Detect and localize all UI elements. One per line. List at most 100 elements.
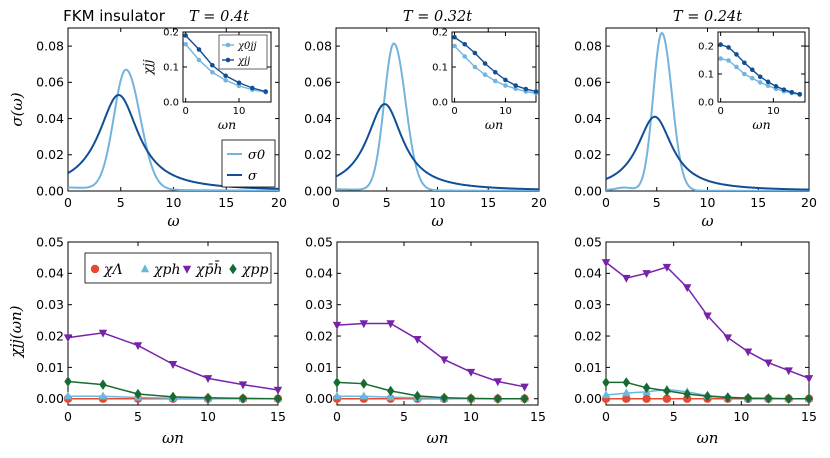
panel-top-1-inset-point (263, 89, 268, 94)
panel-top-1-title-math: T = 0.4t (189, 9, 249, 25)
panel-bottom-3-point-triangle-up (622, 388, 631, 397)
panel-top-1-inset-xtick-label: 0 (182, 106, 188, 117)
panel-bottom-2-point-triangle-up (359, 391, 368, 400)
panel-bottom-1-xtick-label: 15 (270, 409, 286, 424)
panel-top-1-inset-point (210, 69, 215, 75)
panel-top-3-inset-ytick-label: 0.0 (698, 98, 714, 109)
panel-bottom-2-point-diamond (413, 390, 422, 402)
panel-top-1-ytick-label: 0.00 (36, 183, 64, 198)
panel-top-1-inset-point (236, 83, 242, 89)
panel-bottom-2-line-triangle-down (337, 322, 525, 388)
panel-bottom-3-point-triangle-down (743, 348, 753, 357)
panel-bottom-2-xtick-label: 10 (463, 409, 479, 424)
panel-bottom-2-point-diamond (386, 385, 395, 397)
panel-top-1-inset-point (183, 33, 188, 38)
panel-top-1-legend-label: σ (248, 169, 258, 184)
panel-top-3-inset-point (726, 45, 731, 50)
panel-top-2-inset-point (472, 64, 478, 70)
panel-top-2-inset-point (462, 54, 468, 59)
panel-top-3-inset-point (749, 67, 755, 73)
panel-top-1-inset-point (223, 73, 228, 79)
panel-top-3-inset-point (773, 84, 779, 89)
panel-top-2-inset-point (533, 89, 539, 94)
panel-bottom-1-point-triangle-down (63, 334, 73, 343)
panel-top-2-inset-point (513, 83, 518, 88)
panel-top-2-xtick-label: 20 (531, 195, 547, 210)
panel-top-1-inset-point (196, 57, 202, 63)
panel-top-3-ytick-label: 0.04 (574, 111, 602, 126)
panel-bottom-1-legend-label: χΛ (103, 262, 123, 278)
panel-bottom-1-point-diamond (134, 388, 142, 400)
panel-bottom-2-ytick-label: 0.01 (305, 360, 333, 375)
panel-top-3-inset-point (734, 52, 739, 57)
panel-bottom-1-point-diamond (274, 393, 282, 404)
panel-top-1-inset-point (183, 41, 188, 47)
panel-top-1-xtick-label: 20 (271, 195, 287, 210)
panel-top-2-title-math: T = 0.32t (403, 9, 472, 25)
panel-top-1-xtick-label: 10 (166, 195, 182, 210)
panel-bottom-3-point-circle (662, 394, 672, 403)
panel-top-1-inset-legend-label: χjj (237, 56, 250, 67)
panel-bottom-2-point-diamond (494, 393, 502, 404)
panel-bottom-2-point-triangle-up (386, 392, 395, 401)
panel-bottom-3-point-diamond (642, 382, 651, 393)
panel-bottom-2-xtick-label: 5 (400, 409, 408, 424)
panel-bottom-1-legend-label: χph (153, 262, 180, 278)
panel-bottom-3-point-diamond (602, 377, 610, 388)
panel-top-2-inset-point (503, 83, 508, 88)
panel-top-3-xtick-label: 0 (602, 195, 610, 210)
panel-bottom-2-point-diamond (467, 393, 475, 404)
panel-bottom-3-ytick-label: 0.01 (574, 360, 602, 375)
panel-top-2-inset-point (503, 77, 508, 83)
panel-bottom-1-ytick-label: 0.05 (36, 234, 64, 249)
panel-top-2-ytick-label: 0.08 (304, 38, 332, 53)
panel-bottom-3-xtick-label: 10 (733, 409, 749, 424)
panel-top-2-ytick-label: 0.06 (304, 75, 332, 90)
panel-bottom-3-xlabel: ωn (697, 429, 719, 447)
panel-bottom-1-ytick-label: 0.04 (36, 266, 64, 281)
panel-bottom-3-point-triangle-down (784, 367, 793, 376)
panel-bottom-2-ytick-label: 0.05 (305, 234, 333, 249)
panel-top-1-inset-ytick-label: 0.0 (163, 98, 179, 109)
panel-top-1-inset-point (210, 62, 215, 68)
panel-bottom-3-point-triangle-down (764, 359, 773, 368)
panel-bottom-3-point-triangle-down (601, 259, 611, 268)
panel-top-1-series-sigma (68, 94, 279, 190)
panel-top-3-inset-point (765, 79, 771, 85)
panel-bottom-3-xtick-label: 5 (670, 409, 678, 424)
panel-bottom-3-frame (605, 241, 810, 406)
panel-top-1-ytick-label: 0.02 (36, 147, 64, 162)
panel-bottom-3-point-triangle-down (703, 312, 712, 321)
panel-top-3-inset-ytick-label: 0.1 (698, 70, 714, 81)
panel-top-3-inset-point (718, 56, 723, 61)
panel-bottom-1-point-triangle-down (203, 375, 213, 384)
panel-top-1-inset-legend-marker (225, 42, 231, 48)
panel-bottom-2-xtick-label: 15 (530, 409, 546, 424)
panel-top-3-inset-point (749, 75, 755, 81)
panel-bottom-2-point-diamond (333, 377, 341, 388)
panel-top-3-ytick-label: 0.02 (574, 147, 602, 162)
panel-bottom-1-xlabel: ωn (162, 429, 184, 447)
panel-bottom-1-point-diamond (169, 391, 177, 403)
panel-top-2-xtick-label: 0 (332, 195, 340, 210)
panel-bottom-2-ytick-label: 0.00 (305, 391, 333, 406)
panel-top-2-series-sigma0 (336, 42, 539, 191)
panel-bottom-1-ytick-label: 0.01 (36, 360, 64, 375)
panel-top-3-inset-point (726, 58, 731, 63)
panel-bottom-3-ytick-label: 0.04 (574, 266, 602, 281)
panel-bottom-3-ytick-label: 0.02 (574, 328, 602, 343)
panel-top-3-xtick-label: 5 (653, 195, 661, 210)
panel-bottom-1-point-diamond (64, 376, 72, 387)
panel-top-3-xtick-label: 20 (801, 195, 817, 210)
panel-bottom-3-point-diamond (703, 391, 712, 402)
panel-bottom-2-point-triangle-down (332, 321, 342, 330)
panel-bottom-1-point-diamond (204, 392, 212, 403)
panel-bottom-2-ytick-label: 0.02 (305, 328, 333, 343)
panel-top-1-inset-legend-label: χ0jj (237, 41, 257, 52)
panel-bottom-2-point-diamond (440, 392, 448, 403)
panel-top-1-inset-point (236, 80, 242, 86)
panel-bottom-3-point-triangle-down (723, 334, 732, 343)
panel-bottom-3-point-triangle-up (601, 390, 611, 399)
panel-bottom-3-point-diamond (785, 393, 793, 404)
